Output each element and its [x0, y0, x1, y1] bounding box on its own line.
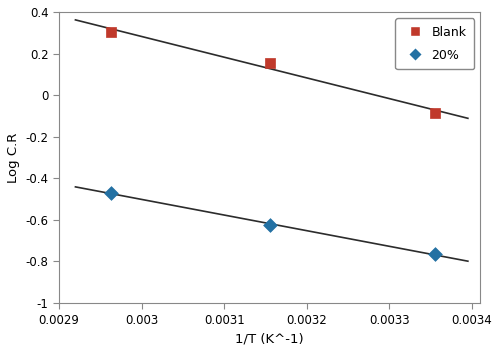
Point	[431, 110, 439, 115]
Y-axis label: Log C.R: Log C.R	[7, 132, 20, 183]
Point	[431, 251, 439, 257]
X-axis label: 1/T (K^-1): 1/T (K^-1)	[236, 332, 304, 345]
Legend: Blank, 20%: Blank, 20%	[396, 18, 474, 69]
Point	[107, 29, 115, 34]
Point	[107, 190, 115, 196]
Point	[266, 60, 274, 66]
Point	[266, 222, 274, 228]
